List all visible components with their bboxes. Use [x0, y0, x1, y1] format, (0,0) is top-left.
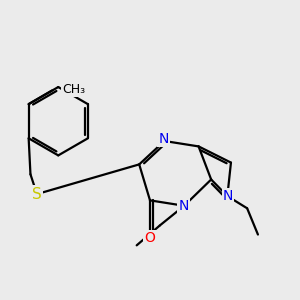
Text: N: N: [178, 200, 189, 214]
Text: N: N: [158, 132, 169, 146]
Text: N: N: [223, 189, 233, 203]
Text: O: O: [145, 231, 155, 245]
Text: CH₃: CH₃: [62, 82, 85, 95]
Text: S: S: [32, 187, 42, 202]
